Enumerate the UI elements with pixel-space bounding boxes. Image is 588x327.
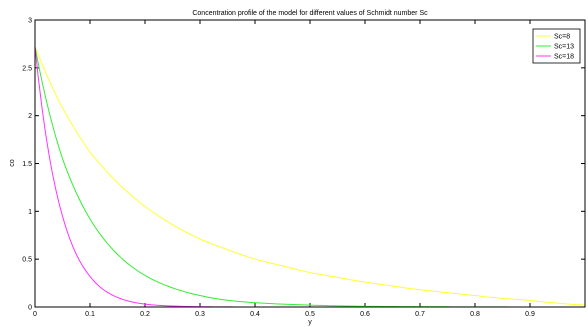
x-tick-label: 0.3 — [195, 311, 205, 318]
chart-title: Concentration profile of the model for d… — [192, 10, 428, 17]
y-tick-label: 2 — [28, 113, 32, 120]
x-tick-label: 0.1 — [85, 311, 95, 318]
legend: Sc=8 Sc=13 Sc=18 — [532, 28, 581, 64]
legend-label: Sc=18 — [554, 54, 574, 61]
x-tick-label: 0.4 — [250, 311, 260, 318]
x-tick-label: 0.7 — [415, 311, 425, 318]
y-tick-label: 1 — [28, 209, 32, 216]
y-tick-label: 0.5 — [22, 257, 32, 264]
x-tick-label: 0.6 — [360, 311, 370, 318]
legend-label: Sc=8 — [554, 34, 570, 41]
y-tick-label: 3 — [28, 18, 32, 25]
x-tick-label: 0.5 — [305, 311, 315, 318]
plot-area — [35, 20, 585, 307]
x-tick-label: 0.8 — [470, 311, 480, 318]
x-axis-title: y — [308, 319, 312, 326]
series-line-sc-8 — [34, 46, 586, 306]
ticks-layer: 0 0.1 0.2 0.3 0.4 0.5 0.6 0.7 0.8 0.9 0 0.5 1 1.5 2 2.5… — [22, 18, 585, 318]
y-tick-label: 2.5 — [22, 65, 32, 72]
x-tick-label: 0.2 — [140, 311, 150, 318]
plot-frame — [34, 19, 586, 308]
x-tick-label: 0 — [33, 311, 37, 318]
legend-label: Sc=13 — [554, 44, 574, 51]
y-tick-label: 0 — [28, 305, 32, 312]
y-tick-label: 1.5 — [22, 161, 32, 168]
x-tick-label: 0.9 — [525, 311, 535, 318]
y-axis-title: co — [9, 159, 16, 167]
